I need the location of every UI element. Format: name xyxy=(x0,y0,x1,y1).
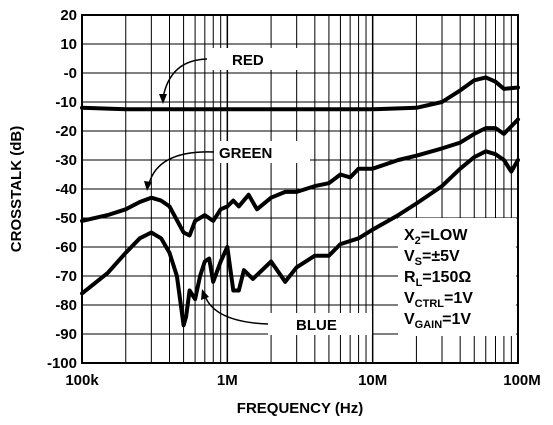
green-label-box xyxy=(214,141,310,163)
y-tick-label: 20 xyxy=(60,7,77,24)
red-label-box xyxy=(207,48,300,70)
green-arrowhead xyxy=(144,181,152,191)
x-tick-labels: 100k 1M 10M 100M xyxy=(65,372,540,389)
blue-label: BLUE xyxy=(296,317,337,334)
blue-label-box xyxy=(268,313,372,335)
series-green-line xyxy=(80,117,520,238)
condition-line: VCTRL=1V xyxy=(404,290,473,310)
y-tick-label: -80 xyxy=(55,297,77,314)
series-lines xyxy=(80,75,520,328)
x-tick-label: 100M xyxy=(503,372,541,389)
y-tick-label: -60 xyxy=(55,239,77,256)
y-tick-label: -30 xyxy=(55,152,77,169)
condition-line: X2=LOW xyxy=(404,227,468,247)
conditions-box xyxy=(398,218,516,336)
y-axis-title: CROSSTALK (dB) xyxy=(8,126,25,252)
green-label: GREEN xyxy=(219,145,272,162)
y-tick-label: -20 xyxy=(55,123,77,140)
y-tick-label: -50 xyxy=(55,210,77,227)
plot-frame xyxy=(81,14,519,364)
blue-arrowhead xyxy=(201,289,209,300)
y-tick-labels: 20 10 -0 -10 -20 -30 -40 -50 -60 -70 -80 -90 -100 xyxy=(47,7,77,372)
red-arrow xyxy=(162,58,208,99)
series-red-line xyxy=(80,75,520,112)
condition-line: VGAIN=1V xyxy=(404,311,471,331)
y-tick-label: 10 xyxy=(60,36,77,53)
y-tick-label: -70 xyxy=(55,268,77,285)
y-tick-label: -0 xyxy=(64,65,77,82)
x-tick-label: 10M xyxy=(358,372,387,389)
annotations: RED GREEN BLUE xyxy=(144,48,372,335)
x-tick-label: 100k xyxy=(65,372,99,389)
y-tick-label: -10 xyxy=(55,94,77,111)
series-blue-line xyxy=(80,149,520,328)
red-arrowhead xyxy=(159,94,167,104)
y-tick-label: -40 xyxy=(55,181,77,198)
y-tick-label: -100 xyxy=(47,355,77,372)
condition-line: VS=±5V xyxy=(404,248,460,268)
condition-line: RL=150Ω xyxy=(404,269,471,289)
x-tick-label: 1M xyxy=(217,372,238,389)
red-label: RED xyxy=(232,52,264,69)
y-tick-label: -90 xyxy=(55,326,77,343)
x-axis-title: FREQUENCY (Hz) xyxy=(237,400,363,417)
green-arrow xyxy=(148,151,215,185)
blue-arrow xyxy=(204,295,269,325)
